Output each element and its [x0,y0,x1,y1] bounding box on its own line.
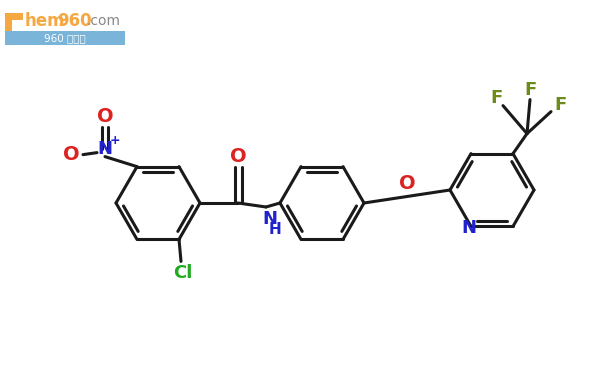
Text: N: N [462,219,477,237]
Text: N: N [263,210,278,228]
Text: .com: .com [87,14,121,28]
Text: N: N [97,140,113,158]
Text: O: O [399,174,415,193]
Text: O: O [97,107,113,126]
Text: F: F [490,88,502,106]
Text: O: O [230,147,246,166]
Text: F: F [554,96,566,114]
Text: hem: hem [25,12,65,30]
Text: +: + [110,134,120,147]
Text: F: F [524,81,536,99]
Polygon shape [5,13,23,45]
Text: 960 化工网: 960 化工网 [44,33,86,43]
Text: Cl: Cl [173,264,192,282]
Text: 960: 960 [57,12,91,30]
FancyBboxPatch shape [5,31,125,45]
Text: H: H [269,222,281,237]
Text: O: O [63,145,79,164]
